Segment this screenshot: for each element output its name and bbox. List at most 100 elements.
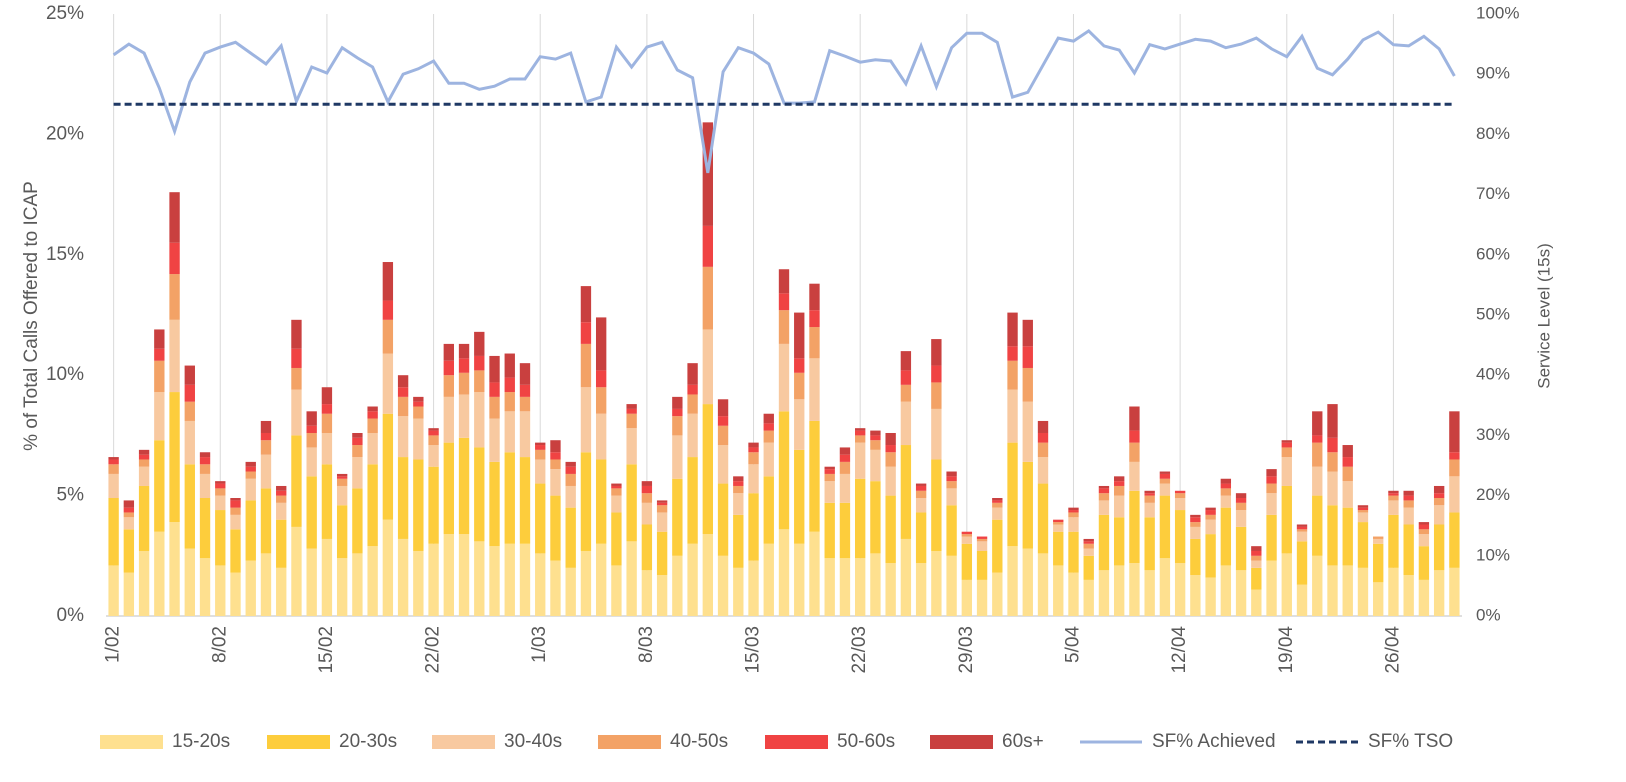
y2-tick-label: 90% (1476, 64, 1510, 83)
bar-segment (1159, 495, 1171, 559)
bar-segment (550, 469, 561, 496)
bar-segment (413, 401, 424, 407)
bar-segment (489, 418, 500, 462)
x-tick-label: 8/03 (636, 626, 657, 663)
bar-segment (1022, 367, 1033, 402)
bar-segment (870, 440, 881, 450)
y2-tick-label: 30% (1476, 425, 1510, 444)
y2-tick-label: 40% (1476, 365, 1510, 384)
bar-segment (230, 572, 241, 616)
bar-segment (656, 512, 668, 532)
bar-segment (489, 382, 500, 397)
y2-tick-label: 70% (1476, 184, 1510, 203)
bar-segment (474, 447, 485, 542)
bar-segment (733, 493, 744, 515)
bar-segment (1266, 483, 1277, 494)
bar-segment (1403, 507, 1414, 525)
bar-segment (1327, 404, 1338, 438)
bar-segment (138, 449, 150, 455)
bar-segment (1205, 507, 1216, 511)
bar-segment (1022, 461, 1033, 549)
bar-segment (154, 360, 165, 393)
bar-segment (1068, 507, 1079, 511)
bar-segment (215, 488, 226, 496)
bar-segment (550, 560, 561, 616)
legend-swatch (100, 735, 163, 749)
bar-segment (138, 454, 150, 460)
bar-segment (1007, 389, 1018, 443)
bar-segment (839, 447, 851, 455)
bar-segment (946, 488, 957, 506)
bar-segment (794, 449, 805, 544)
bar-segment (306, 411, 317, 426)
bar-segment (504, 392, 515, 412)
legend-label: 30-40s (504, 731, 562, 752)
bar-segment (535, 445, 546, 450)
bar-segment (748, 493, 759, 561)
bar-segment (1281, 442, 1292, 448)
bar-segment (748, 452, 759, 465)
bar-segment (870, 553, 881, 616)
bar-segment (474, 355, 485, 371)
legend-label: 50-60s (837, 731, 895, 752)
bar-segment (641, 485, 653, 494)
bar-segment (1068, 510, 1079, 513)
bar-segment (1114, 517, 1125, 566)
bar-segment (276, 485, 287, 491)
bar-segment (1281, 440, 1292, 443)
bar-segment (763, 430, 774, 443)
bar-segment (656, 502, 668, 506)
bar-segment (184, 464, 195, 549)
bar-segment (138, 485, 150, 551)
bar-segment (413, 396, 424, 402)
bar-segment (885, 563, 896, 616)
bar-segment (900, 401, 912, 446)
bar-segment (1007, 346, 1018, 361)
bar-segment (458, 358, 470, 373)
bar-segment (687, 413, 698, 458)
bar-segment (321, 387, 333, 405)
bar-segment (1037, 483, 1049, 554)
bar-segment (199, 498, 211, 559)
bar-segment (504, 452, 515, 544)
bar-segment (291, 348, 302, 368)
bar-segment (611, 488, 622, 496)
bar-segment (687, 543, 698, 616)
x-tick-label: 15/02 (316, 626, 337, 674)
y2-tick-label: 10% (1476, 545, 1510, 564)
bar-segment (870, 430, 881, 436)
bar-segment (778, 269, 790, 294)
bar-segment (854, 435, 866, 443)
bar-segment (504, 353, 515, 378)
bar-segment (839, 473, 851, 503)
bar-segment (1068, 531, 1079, 573)
bar-segment (306, 447, 317, 477)
bar-segment (215, 495, 226, 511)
bar-segment (352, 437, 363, 446)
bar-segment (1220, 483, 1232, 489)
bar-segment (1205, 519, 1216, 535)
bar-segment (215, 483, 226, 489)
bar-segment (291, 526, 302, 616)
bar-segment (535, 483, 546, 554)
bar-segment (1357, 507, 1369, 511)
bar-segment (1388, 514, 1399, 568)
y2-tick-label: 60% (1476, 244, 1510, 263)
bar-segment (1144, 570, 1155, 616)
bar-segment (336, 558, 348, 616)
bar-segment (931, 339, 942, 366)
bar-segment (900, 351, 912, 371)
bar-segment (489, 396, 500, 419)
bar-segment (565, 461, 576, 467)
bar-segment (336, 505, 348, 559)
bar-segment (1083, 541, 1094, 544)
bar-segment (1296, 529, 1308, 532)
bar-segment (931, 459, 942, 551)
bar-segment (580, 387, 592, 453)
bar-segment (550, 440, 561, 453)
legend-label: 20-30s (339, 731, 397, 752)
bar-segment (1388, 490, 1399, 494)
bar-segment (1266, 514, 1277, 561)
bar-segment (367, 411, 378, 419)
bar-segment (641, 481, 653, 486)
